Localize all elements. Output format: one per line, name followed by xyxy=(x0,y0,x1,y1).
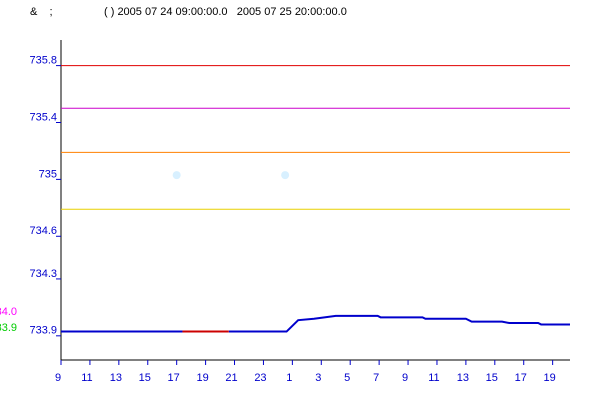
x-tick-label: 19 xyxy=(544,372,556,384)
annotation: 33.9 xyxy=(0,322,17,334)
x-tick-label: 9 xyxy=(55,372,61,384)
x-tick-label: 17 xyxy=(168,372,180,384)
x-tick-label: 15 xyxy=(139,372,151,384)
y-tick-label: 735 xyxy=(39,168,57,180)
x-tick-label: 11 xyxy=(81,372,92,384)
x-tick-label: 9 xyxy=(402,372,408,384)
data-line xyxy=(61,314,570,333)
y-tick-label: 733.9 xyxy=(29,325,57,337)
x-tick-label: 17 xyxy=(515,372,527,384)
x-tick-label: 1 xyxy=(286,372,292,384)
x-tick-label: 23 xyxy=(254,372,266,384)
x-tick-label: 21 xyxy=(225,372,237,384)
x-tick-label: 3 xyxy=(315,372,321,384)
x-tick-label: 13 xyxy=(110,372,122,384)
point xyxy=(172,171,181,180)
chart-title: & ; xyxy=(30,6,53,18)
x-tick-label: 15 xyxy=(486,372,498,384)
y-tick-label: 734.3 xyxy=(29,268,57,280)
x-tick-label: 19 xyxy=(196,372,208,384)
y-tick-label: 734.6 xyxy=(29,225,57,237)
x-tick-label: 13 xyxy=(457,372,469,384)
x-tick-label: 11 xyxy=(428,372,439,384)
annotation: 34.0 xyxy=(0,306,17,318)
x-tick-label: 5 xyxy=(344,372,350,384)
chart-subtitle: ( ) 2005 07 24 09:00:00.0 2005 07 25 20:… xyxy=(104,6,347,18)
y-tick-label: 735.4 xyxy=(29,111,57,123)
x-tick-label: 7 xyxy=(373,372,379,384)
y-tick-label: 735.8 xyxy=(29,55,57,67)
point xyxy=(281,171,290,180)
